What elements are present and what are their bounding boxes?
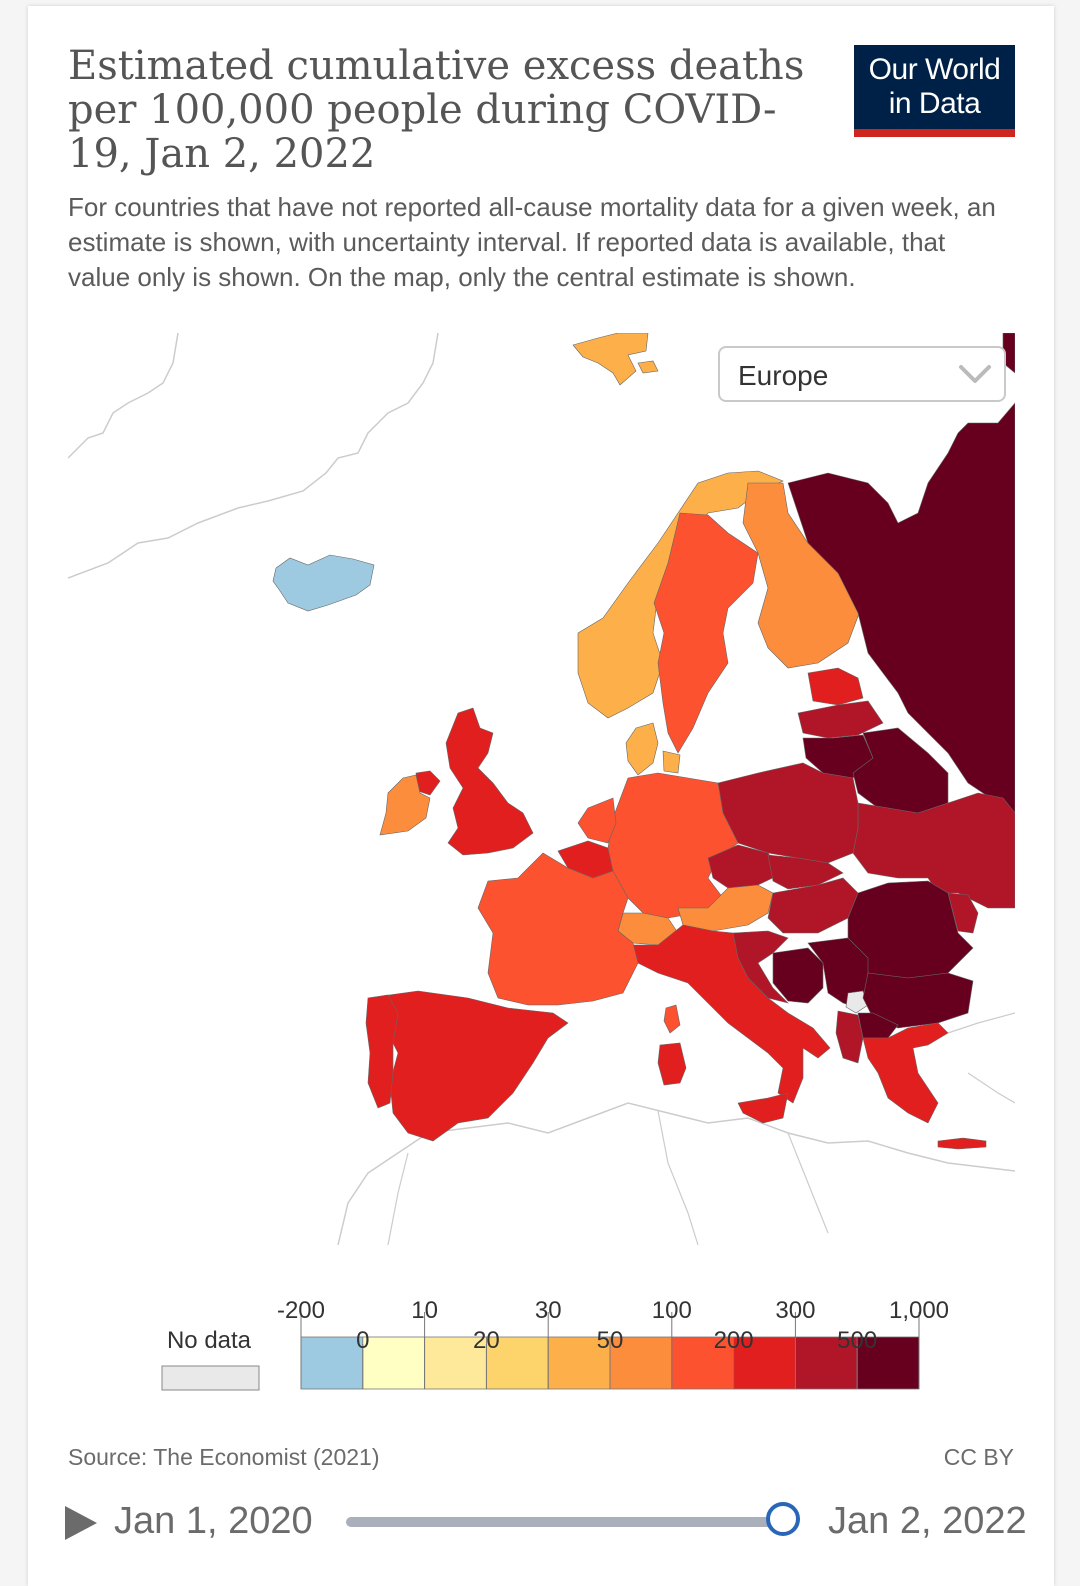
timeline-handle[interactable] xyxy=(766,1502,800,1536)
legend-top-label: 30 xyxy=(535,1297,562,1324)
legend-top-label: 100 xyxy=(652,1297,692,1324)
legend-top-label: 300 xyxy=(775,1297,815,1324)
sicily xyxy=(737,1092,789,1124)
logo-line-1: Our World xyxy=(868,53,1001,86)
legend-bin xyxy=(609,1336,673,1390)
belarus xyxy=(852,727,949,814)
poland xyxy=(717,762,859,864)
legend-bin xyxy=(362,1336,426,1390)
finland xyxy=(742,482,864,669)
legend-bottom-label: 500 xyxy=(837,1327,877,1354)
ireland xyxy=(379,774,431,836)
source-note: Source: The Economist (2021) xyxy=(68,1444,380,1470)
legend-top-label: -200 xyxy=(277,1297,325,1324)
legend-bottom-label: 50 xyxy=(597,1327,624,1354)
legend-bin xyxy=(300,1336,364,1390)
owid-logo[interactable]: Our World in Data xyxy=(854,45,1015,137)
netherlands xyxy=(577,797,617,844)
region-dropdown-value: Europe xyxy=(738,360,829,391)
iceland xyxy=(272,554,375,612)
legend-bin xyxy=(485,1336,549,1390)
chart-subtitle: For countries that have not reported all… xyxy=(68,192,996,292)
north-africa-outline xyxy=(337,1102,1015,1245)
africa-border-2 xyxy=(657,1110,699,1245)
moldova xyxy=(947,892,979,934)
play-icon[interactable] xyxy=(63,1504,99,1542)
chart-title: Estimated cumulative excess deaths per 1… xyxy=(68,43,805,177)
bosnia xyxy=(772,947,824,1004)
greenland-outline xyxy=(68,333,439,579)
legend-no-data-label: No data xyxy=(167,1327,252,1354)
legend-bin xyxy=(795,1336,858,1390)
germany xyxy=(607,772,739,919)
legend-bottom-label: 20 xyxy=(473,1327,500,1354)
legend-bin xyxy=(424,1336,487,1390)
estonia xyxy=(807,667,864,706)
slovakia xyxy=(767,854,844,890)
license-link[interactable]: CC BY xyxy=(943,1444,1014,1470)
italy xyxy=(627,924,831,1104)
svalbard xyxy=(572,333,659,386)
denmark xyxy=(625,722,681,776)
europe-map xyxy=(68,333,1015,1245)
hungary xyxy=(767,877,859,934)
greece xyxy=(862,1022,949,1124)
crete xyxy=(937,1137,987,1150)
greenland-outline-2 xyxy=(68,333,179,459)
legend-no-data-swatch xyxy=(161,1365,260,1391)
legend-top-label: 10 xyxy=(411,1297,438,1324)
legend-bin xyxy=(671,1336,734,1390)
turkey-outline xyxy=(947,1012,1015,1104)
legend-top-label: 1,000 xyxy=(889,1297,949,1324)
latvia xyxy=(797,700,884,739)
timeline-end-date: Jan 2, 2022 xyxy=(828,1500,1027,1542)
albania xyxy=(835,1010,864,1064)
region-dropdown[interactable]: Europe xyxy=(718,346,1006,402)
color-legend: No data -200 10 30 100 300 1,000 0 20 50 200 500 xyxy=(161,1297,949,1391)
bulgaria xyxy=(862,972,974,1029)
legend-bin xyxy=(856,1336,920,1390)
ukraine xyxy=(852,792,1015,909)
timeline-track[interactable] xyxy=(346,1517,786,1527)
chevron-down-icon xyxy=(959,365,991,383)
legend-bottom-label: 200 xyxy=(714,1327,754,1354)
czechia xyxy=(707,844,784,889)
france xyxy=(477,852,639,1006)
portugal xyxy=(365,994,399,1109)
legend-bottom-label: 0 xyxy=(356,1327,369,1354)
timeline-start-date: Jan 1, 2020 xyxy=(114,1500,313,1542)
africa-border-3 xyxy=(787,1132,829,1234)
kosovo xyxy=(845,990,869,1014)
norway xyxy=(577,470,784,719)
sardinia xyxy=(657,1042,687,1086)
logo-line-2: in Data xyxy=(888,87,981,120)
corsica xyxy=(663,1004,681,1034)
sweden xyxy=(653,512,759,754)
united-kingdom xyxy=(445,707,534,856)
legend-bin xyxy=(547,1336,611,1390)
africa-border-1 xyxy=(387,1152,409,1245)
